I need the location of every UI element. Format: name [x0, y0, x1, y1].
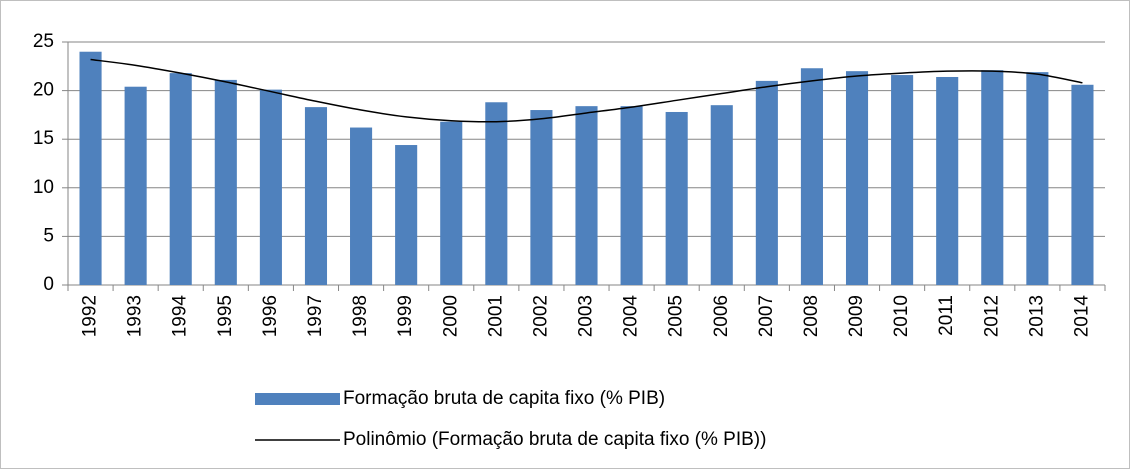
- bar: [620, 106, 643, 285]
- bar: [485, 102, 508, 285]
- x-tick-label: 2000: [440, 295, 461, 337]
- trend-line: [90, 58, 1083, 123]
- legend-label: Polinômio (Formação bruta de capita fixo…: [343, 429, 766, 450]
- y-tick-label: 0: [43, 274, 54, 295]
- bar: [845, 71, 869, 285]
- bar: [755, 80, 778, 285]
- x-tick-label: 1997: [305, 295, 326, 337]
- x-tick-label: 2012: [981, 295, 1002, 337]
- legend-swatch: [255, 393, 340, 405]
- x-tick-label: 1994: [170, 295, 191, 338]
- bar: [891, 75, 914, 285]
- y-tick-label: 15: [33, 128, 54, 149]
- bar: [259, 89, 282, 286]
- bar: [440, 121, 463, 285]
- y-tick-label: 10: [33, 177, 54, 198]
- x-tick-label: 2005: [666, 295, 687, 337]
- y-tick-label: 5: [43, 225, 54, 246]
- x-tick-label: 1999: [395, 295, 416, 337]
- x-tick-label: 1993: [125, 295, 146, 337]
- x-tick-label: 2002: [530, 295, 551, 337]
- bar: [981, 70, 1004, 285]
- x-tick-label: 1998: [350, 295, 371, 337]
- x-tick-label: 2009: [846, 295, 867, 337]
- bar: [395, 145, 418, 285]
- bar: [214, 79, 237, 286]
- x-tick-label: 1996: [260, 295, 281, 337]
- x-tick-label: 2011: [936, 295, 957, 336]
- x-tick-label: 2006: [711, 295, 732, 337]
- bar: [1071, 84, 1094, 285]
- bar: [304, 107, 328, 286]
- x-tick-label: 1995: [215, 295, 236, 337]
- bar: [79, 51, 102, 285]
- x-tick-label: 2010: [891, 295, 912, 337]
- bar: [169, 73, 192, 285]
- x-tick-label: 2014: [1071, 295, 1092, 338]
- legend-label: Formação bruta de capita fixo (% PIB): [343, 388, 665, 409]
- bar: [124, 86, 147, 285]
- bar: [936, 76, 959, 285]
- x-tick-label: 2003: [576, 295, 597, 337]
- bar: [1026, 72, 1049, 285]
- x-tick-label: 2004: [621, 295, 642, 338]
- x-tick-label: 1992: [80, 295, 101, 337]
- x-tick-label: 2013: [1026, 295, 1047, 337]
- bar: [710, 105, 733, 286]
- y-tick-label: 20: [33, 80, 54, 101]
- bar: [665, 111, 688, 285]
- x-tick-label: 2007: [756, 295, 777, 337]
- bar: [575, 106, 598, 285]
- y-tick-label: 25: [33, 31, 54, 52]
- x-tick-label: 2001: [485, 295, 506, 337]
- x-tick-label: 2008: [801, 295, 822, 337]
- bar: [530, 110, 553, 285]
- bar: [350, 127, 373, 285]
- bar: [800, 68, 823, 285]
